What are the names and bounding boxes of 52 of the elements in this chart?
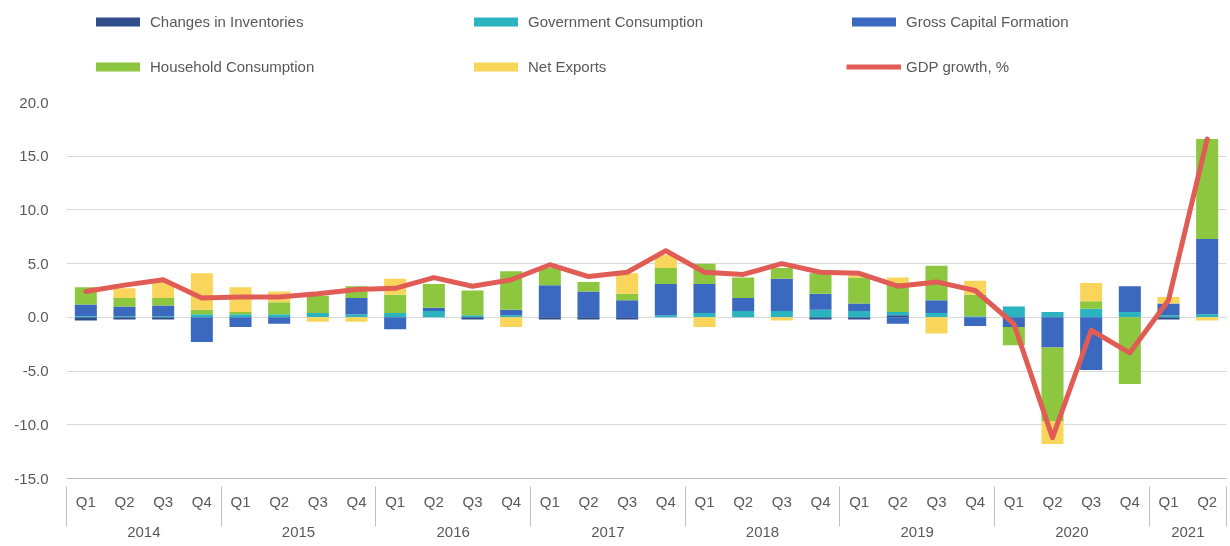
x-tick-label: Q1 <box>694 492 715 510</box>
x-tick-label: Q4 <box>810 492 831 510</box>
y-tick-label: 0.0 <box>27 308 49 326</box>
x-tick-label: Q2 <box>578 492 599 510</box>
x-tick-label: Q3 <box>153 492 174 510</box>
legend-label: Net Exports <box>528 57 608 77</box>
x-tick-label: Q2 <box>269 492 290 510</box>
x-tick-label: Q4 <box>1119 492 1140 510</box>
text: 2018 <box>745 522 780 540</box>
text: 2014 <box>127 522 161 540</box>
x-tick-label: Q1 <box>539 492 560 510</box>
y-tick-label: -10.0 <box>14 415 49 433</box>
x-tick-label: Q4 <box>655 492 676 510</box>
x-tick-label: Q4 <box>501 492 522 510</box>
x-tick-label: Q2 <box>887 492 908 510</box>
text: 2021 <box>1171 522 1205 540</box>
y-tick-label: -5.0 <box>22 362 49 380</box>
legend-label: Changes in Inventories <box>150 12 305 32</box>
legend-label: Government Consumption <box>528 12 705 32</box>
x-tick-label: Q4 <box>191 492 212 510</box>
x-tick-label: Q3 <box>307 492 328 510</box>
y-tick-label: -15.0 <box>14 469 49 487</box>
x-tick-label: Q2 <box>1197 492 1218 510</box>
x-tick-label: Q1 <box>230 492 251 510</box>
y-tick-label: 20.0 <box>19 93 49 111</box>
x-tick-label: Q2 <box>733 492 754 510</box>
x-tick-label: Q2 <box>1042 492 1063 510</box>
x-tick-label: Q3 <box>462 492 483 510</box>
x-tick-label: Q4 <box>965 492 986 510</box>
text: 2020 <box>1055 522 1089 540</box>
x-tick-label: Q2 <box>114 492 135 510</box>
text: 2015 <box>281 522 316 540</box>
y-tick-label: 10.0 <box>19 200 49 218</box>
legend-label: Gross Capital Formation <box>906 12 1070 32</box>
x-tick-label: Q3 <box>1081 492 1102 510</box>
legend-label: Household Consumption <box>150 57 316 77</box>
text: 2016 <box>436 522 470 540</box>
text: 2017 <box>591 522 625 540</box>
x-tick-label: Q3 <box>926 492 947 510</box>
x-tick-label: Q1 <box>1158 492 1179 510</box>
x-tick-label: Q1 <box>75 492 96 510</box>
x-tick-label: Q3 <box>771 492 792 510</box>
y-tick-label: 15.0 <box>19 147 49 165</box>
x-tick-label: Q4 <box>346 492 367 510</box>
x-tick-label: Q2 <box>423 492 444 510</box>
legend-label: GDP growth, % <box>906 57 1011 77</box>
x-tick-label: Q1 <box>385 492 406 510</box>
x-tick-label: Q3 <box>617 492 638 510</box>
y-tick-label: 5.0 <box>27 254 49 272</box>
x-tick-label: Q1 <box>1003 492 1024 510</box>
x-tick-label: Q1 <box>849 492 870 510</box>
text: 2019 <box>900 522 934 540</box>
